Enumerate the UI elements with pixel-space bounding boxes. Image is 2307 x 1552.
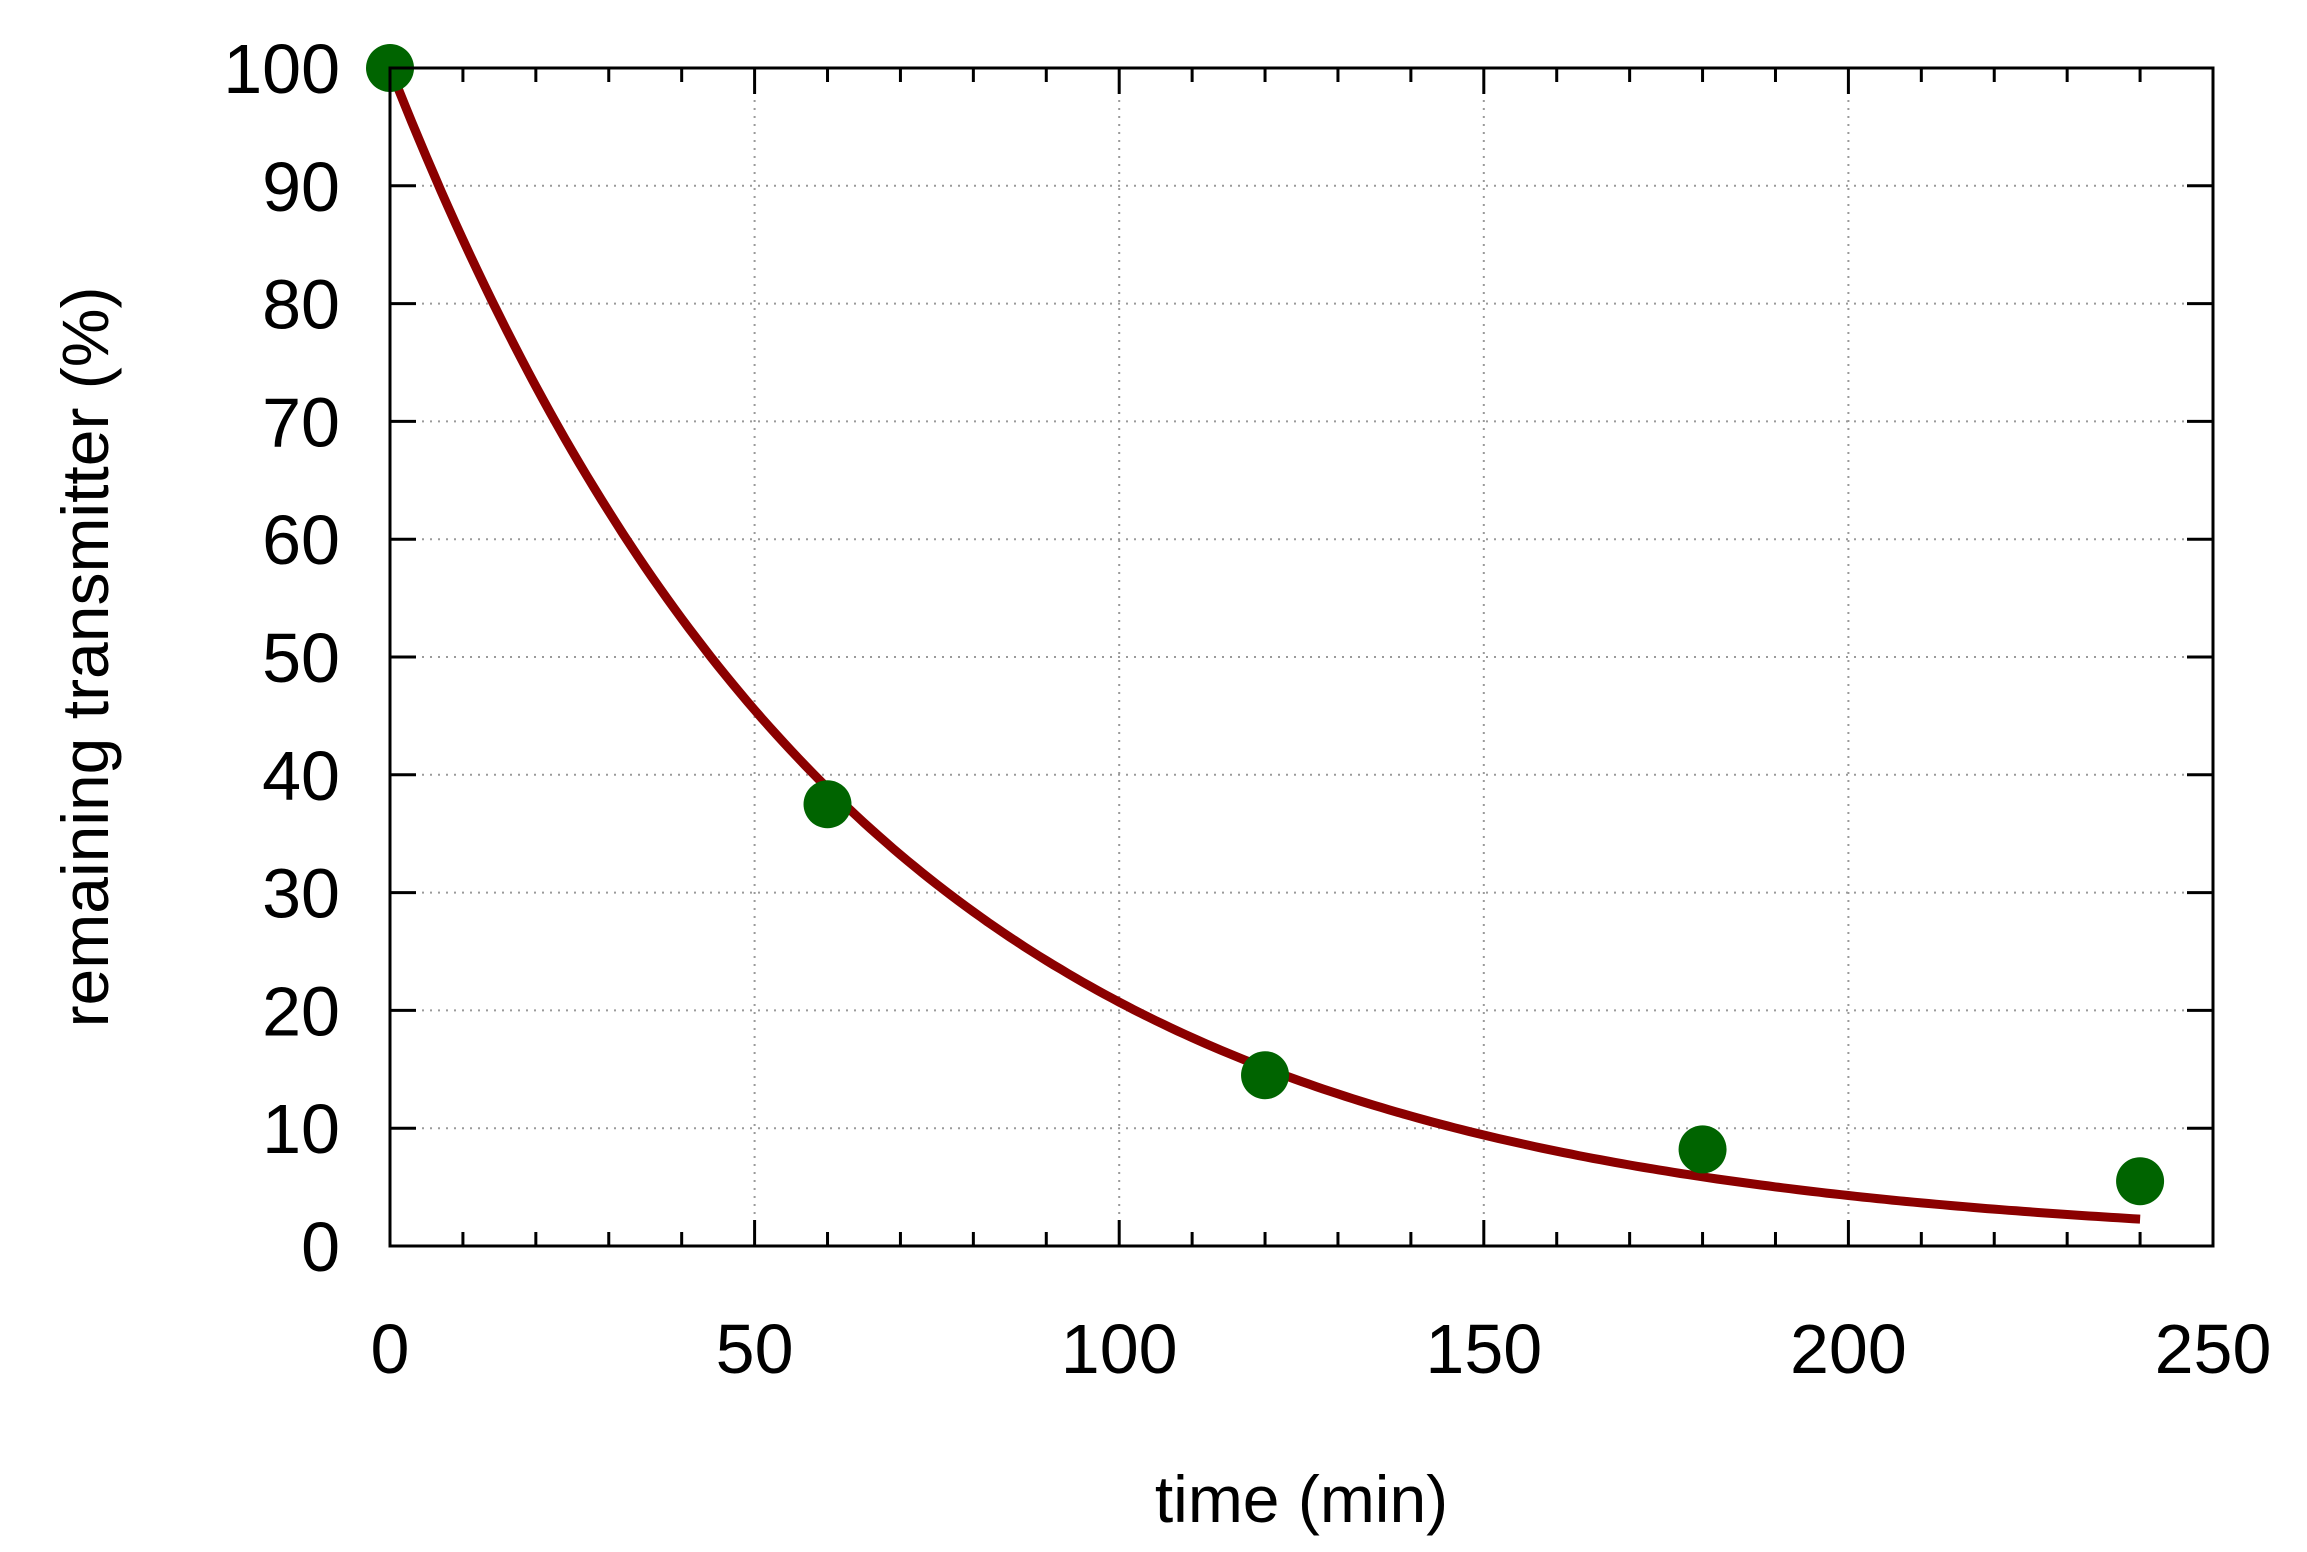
y-tick-label: 20 xyxy=(262,972,340,1050)
data-point xyxy=(1241,1051,1290,1100)
y-tick-label: 70 xyxy=(262,383,340,461)
plot-frame xyxy=(388,66,2215,1248)
fit-curve-layer xyxy=(385,66,2141,1224)
y-tick-label: 30 xyxy=(262,855,340,933)
x-tick-label: 150 xyxy=(1425,1310,1542,1388)
y-tick-label: 60 xyxy=(262,501,340,579)
y-tick-label: 10 xyxy=(262,1090,340,1168)
x-tick-label: 250 xyxy=(2155,1310,2272,1388)
data-point xyxy=(803,780,852,829)
x-tick-label: 200 xyxy=(1790,1310,1907,1388)
x-tick-label: 0 xyxy=(371,1310,410,1388)
y-tick-label: 40 xyxy=(262,737,340,815)
tick-labels: 0 50 100 150 200 250 0 10 20 30 40 50 60 70 80 90 100 xyxy=(223,30,2271,1388)
x-axis-title: time (min) xyxy=(1155,1462,1448,1536)
x-tick-label: 50 xyxy=(716,1310,794,1388)
y-tick-label: 80 xyxy=(262,266,340,344)
y-tick-label: 90 xyxy=(262,148,340,226)
x-tick-label: 100 xyxy=(1061,1310,1178,1388)
data-point xyxy=(2116,1157,2165,1206)
y-axis-title: remaining transmitter (%) xyxy=(48,287,122,1028)
data-point xyxy=(1678,1125,1727,1174)
y-tick-label: 100 xyxy=(223,30,340,108)
fit-curve xyxy=(385,66,2141,1224)
y-tick-label: 0 xyxy=(301,1208,340,1286)
y-tick-label: 50 xyxy=(262,619,340,697)
data-points xyxy=(366,44,2165,1206)
grid-lines xyxy=(390,68,2213,1246)
